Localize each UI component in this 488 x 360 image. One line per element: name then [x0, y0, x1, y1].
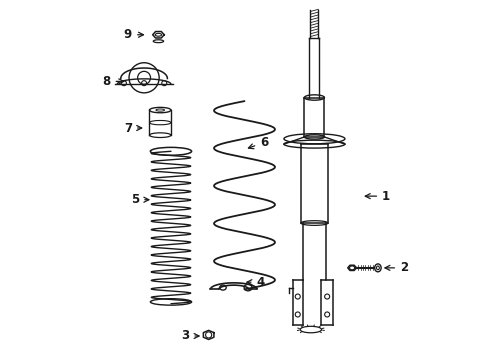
Text: 9: 9: [123, 28, 143, 41]
Text: 1: 1: [365, 190, 389, 203]
Text: 5: 5: [131, 193, 148, 206]
Text: 7: 7: [123, 122, 142, 135]
Text: 2: 2: [384, 261, 407, 274]
Text: 4: 4: [246, 276, 264, 289]
Text: 3: 3: [181, 329, 199, 342]
Text: 8: 8: [102, 75, 123, 88]
Text: 6: 6: [248, 136, 268, 149]
